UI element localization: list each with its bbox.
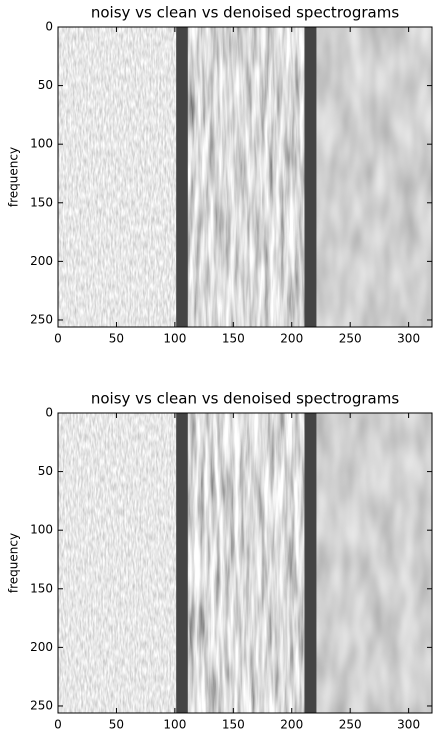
spectrogram-panel [316,27,432,327]
y-tick-label: 50 [38,464,53,478]
separator [304,413,317,713]
x-tick-label: 200 [280,718,303,730]
x-tick-label: 250 [339,718,362,730]
y-tick-label: 100 [30,523,53,537]
y-tick-label: 150 [30,195,53,209]
x-tick-label: 300 [397,332,420,346]
y-tick-label: 50 [38,78,53,92]
y-axis-label: frequency [7,147,21,207]
spectrogram-panel [187,27,305,327]
spectrogram-panel [58,413,177,713]
spectrogram-panel [316,413,432,713]
x-tick-label: 100 [163,332,186,346]
y-tick-label: 0 [45,406,53,420]
spectrogram-panel [187,413,305,713]
chart-title: noisy vs clean vs denoised spectrograms [91,4,399,22]
x-tick-label: 0 [54,718,62,730]
y-tick-label: 0 [45,20,53,34]
y-tick-label: 150 [30,581,53,595]
axes-frame [57,412,433,714]
x-tick-label: 50 [109,718,124,730]
x-tick-label: 100 [163,718,186,730]
y-tick-label: 250 [30,698,53,712]
x-tick-label: 150 [222,332,245,346]
x-tick-label: 0 [54,332,62,346]
y-tick-label: 250 [30,312,53,326]
axes-frame [57,26,433,328]
x-tick-label: 200 [280,332,303,346]
y-tick-label: 100 [30,137,53,151]
separator [176,27,188,327]
x-tick-label: 150 [222,718,245,730]
chart-title: noisy vs clean vs denoised spectrograms [91,390,399,408]
separator [304,27,317,327]
separator [176,413,188,713]
x-tick-label: 250 [339,332,362,346]
x-tick-label: 50 [109,332,124,346]
y-axis-label: frequency [7,533,21,593]
y-tick-label: 200 [30,254,53,268]
x-tick-label: 300 [397,718,420,730]
y-tick-label: 200 [30,640,53,654]
spectrogram-panel [58,27,177,327]
